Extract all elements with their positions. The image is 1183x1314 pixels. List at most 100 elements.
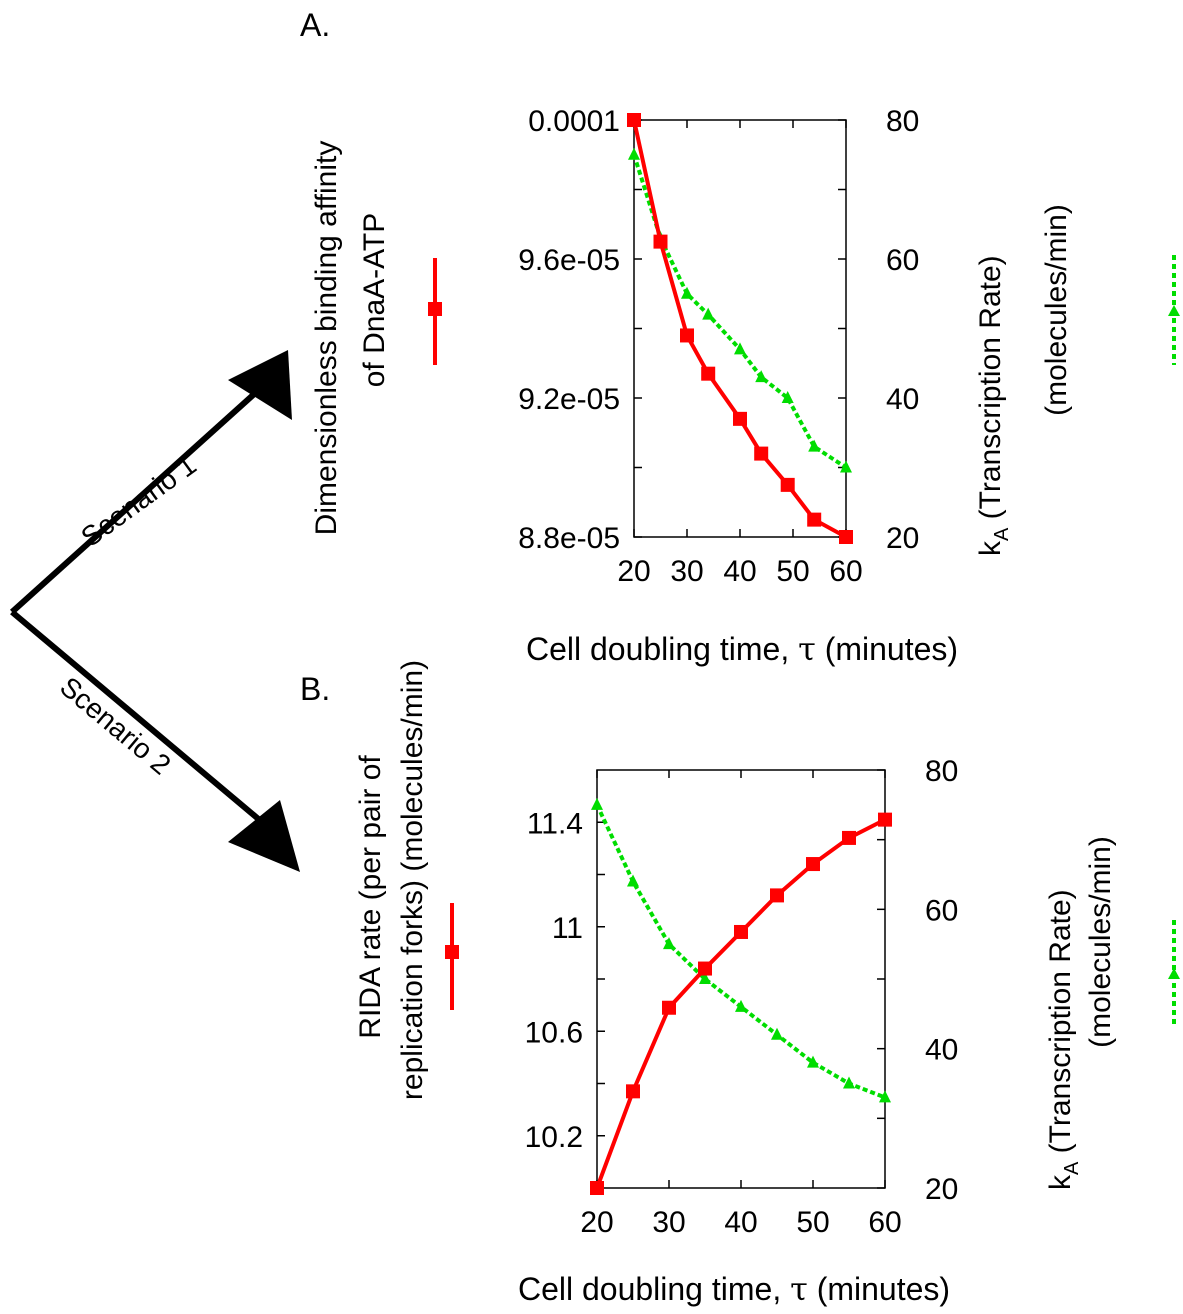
panel-b-y2label-line-2: (molecules/min) <box>1084 836 1117 1048</box>
y2-tick-label: 80 <box>886 105 919 138</box>
panel-a-y2label-line-2: (molecules/min) <box>1040 204 1073 416</box>
y2-tick-label: 20 <box>886 522 919 555</box>
scenario-1-branch <box>9 384 265 615</box>
red-square-point <box>842 830 856 845</box>
green-triangle-point <box>808 439 821 452</box>
y2label-subscript: A <box>991 527 1013 541</box>
red-square-point <box>626 1084 640 1099</box>
red-square-point <box>701 366 716 381</box>
panel-a-ylabel-line-2: of DnaA-ATP <box>358 213 391 388</box>
legend-red-square <box>428 302 442 316</box>
scenario-2-label: Scenario 2 <box>54 671 176 781</box>
red-square-point <box>662 1000 676 1015</box>
green-triangle-point <box>755 370 768 383</box>
panel-b-y2label-line-1: kA (Transcription Rate) <box>1044 889 1083 1190</box>
red-square-point <box>780 477 795 492</box>
red-series-line <box>632 119 847 539</box>
y-tick-label: 9.6e-05 <box>518 244 620 277</box>
scenario-1-label: Scenario 1 <box>75 449 202 553</box>
scenario-2-branch <box>10 609 264 825</box>
y-tick-label: 8.8e-05 <box>518 522 620 555</box>
chart-panel-b: B. RIDA rate (per pair of replication fo… <box>300 660 1180 1308</box>
red-square-point <box>754 446 769 461</box>
panel-a-label: A. <box>300 7 330 43</box>
green-series-line <box>595 803 886 1100</box>
green-triangle-point <box>734 342 746 355</box>
green-triangle-point <box>663 937 675 950</box>
x-tick-label: 50 <box>776 555 809 588</box>
plot-frame <box>633 119 847 538</box>
legend-red-square <box>445 945 459 959</box>
xlabel-prefix: Cell doubling time, <box>526 631 798 667</box>
scenario-arrows: Scenario 1 Scenario 2 <box>9 350 300 872</box>
red-square-point <box>680 328 694 343</box>
green-triangle-point <box>702 307 715 320</box>
red-square-point <box>770 888 784 903</box>
legend-green-triangle <box>1168 305 1180 316</box>
green-triangle-point <box>879 1090 891 1103</box>
y2label-rest: (Transcription Rate) <box>974 255 1007 527</box>
panel-b-legend <box>445 903 1180 1025</box>
green-triangle-point <box>843 1076 855 1089</box>
green-triangle-point <box>591 797 603 810</box>
green-triangle-point <box>627 874 639 887</box>
red-square-point <box>807 512 822 527</box>
green-triangle-point <box>840 460 852 473</box>
red-square-point <box>734 924 748 939</box>
red-square-point <box>733 411 747 426</box>
plot-area-a: 20 30 40 50 60 8.8e-05 9.2e-05 9.6e-05 0.0001 20 4… <box>518 105 919 588</box>
y2label-k: k <box>974 540 1007 556</box>
xlabel-suffix: (minutes) <box>808 1271 950 1307</box>
x-tick-label: 30 <box>670 555 703 588</box>
y2-tick-label: 40 <box>886 383 919 416</box>
red-square-point <box>806 857 820 872</box>
y2-tick-label: 20 <box>925 1173 958 1206</box>
red-square-point <box>590 1181 604 1195</box>
y-tick-label: 11 <box>552 912 583 945</box>
xlabel-tau-symbol: τ <box>798 630 816 668</box>
red-square-point <box>878 812 892 827</box>
red-square-point <box>839 530 853 544</box>
panel-a-legend <box>428 255 1180 365</box>
green-triangle-point <box>781 391 794 403</box>
panel-a-xlabel: Cell doubling time, τ (minutes) <box>526 630 958 668</box>
panel-b-ylabel-line-2: replication forks) (molecules/min) <box>396 660 429 1100</box>
panel-a-y2label-line-1: kA (Transcription Rate) <box>974 255 1013 556</box>
green-triangle-point <box>699 972 711 984</box>
red-square-point <box>653 234 668 249</box>
x-tick-label: 30 <box>652 1206 685 1239</box>
red-square-point <box>698 961 712 976</box>
xlabel-prefix: Cell doubling time, <box>518 1271 790 1307</box>
plot-area-b: 20 30 40 50 60 10.2 10.6 11 11.4 20 40 60 80 <box>525 755 959 1239</box>
x-tick-label: 40 <box>724 1206 757 1239</box>
xlabel-suffix: (minutes) <box>816 631 958 667</box>
panel-b-label: B. <box>300 671 330 707</box>
y-tick-label: 9.2e-05 <box>518 383 620 416</box>
red-square-point <box>627 113 641 127</box>
x-tick-label: 20 <box>580 1206 613 1239</box>
x-tick-label: 60 <box>868 1206 901 1239</box>
y2-tick-label: 60 <box>925 894 958 927</box>
green-triangle-point <box>771 1027 783 1040</box>
y-tick-label: 10.6 <box>525 1016 583 1049</box>
chart-panel-a: A. Dimensionless binding affinity of Dna… <box>300 7 1180 668</box>
y2label-rest: (Transcription Rate) <box>1044 889 1077 1161</box>
y2label-subscript: A <box>1061 1161 1083 1175</box>
panel-b-xlabel: Cell doubling time, τ (minutes) <box>518 1270 950 1308</box>
xlabel-tau-symbol: τ <box>790 1270 808 1308</box>
green-triangle-point <box>807 1055 819 1068</box>
x-tick-label: 60 <box>829 555 862 588</box>
y-tick-label: 0.0001 <box>528 105 620 138</box>
panel-b-ylabel-line-1: RIDA rate (per pair of <box>354 755 387 1039</box>
plot-frame <box>596 769 886 1189</box>
legend-green-triangle <box>1168 968 1180 979</box>
x-tick-label: 20 <box>617 555 650 588</box>
x-tick-label: 40 <box>723 555 756 588</box>
y2label-k: k <box>1044 1174 1077 1190</box>
y2-tick-label: 60 <box>886 244 919 277</box>
green-triangle-point <box>628 147 640 160</box>
green-triangle-point <box>735 999 747 1012</box>
y-tick-label: 11.4 <box>527 807 583 840</box>
y-tick-label: 10.2 <box>525 1121 583 1154</box>
